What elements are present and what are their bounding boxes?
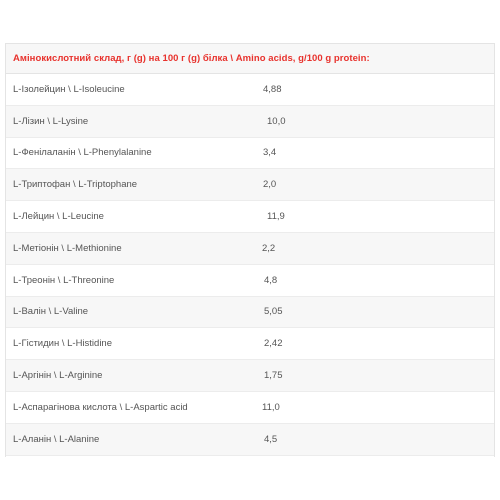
- amino-acid-name: L-Лізин \ L-Lysine: [13, 115, 89, 127]
- amino-acid-name: L-Триптофан \ L-Triptophane: [13, 179, 138, 191]
- amino-acid-value: 2,0: [263, 179, 277, 191]
- table-header: Амінокислотний склад, г (g) на 100 г (g)…: [6, 43, 494, 74]
- amino-acid-name: L-Фенілаланін \ L-Phenylalanine: [13, 147, 152, 159]
- amino-acid-value: 4,5: [264, 433, 278, 445]
- amino-acid-name: L-Аргінін \ L-Arginine: [13, 370, 103, 382]
- table-row: L-Аспарагінова кислота \ L-Aspartic acid…: [6, 392, 494, 424]
- amino-acid-value: 1,75: [264, 370, 283, 382]
- amino-acid-value: 11,9: [267, 211, 285, 223]
- amino-acid-value: 10,0: [267, 115, 286, 127]
- table-row: L-Треонін \ L-Threonine 4,8: [6, 265, 494, 297]
- amino-acid-name: L-Валін \ L-Valine: [13, 306, 89, 318]
- table-row: L-Метіонін \ L-Methionine 2,2: [6, 232, 494, 265]
- amino-acid-name: L-Аланін \ L-Alanine: [13, 433, 100, 445]
- amino-acid-value: 4,88: [263, 83, 282, 95]
- amino-acid-value: 4,8: [264, 274, 278, 286]
- table-row: L-Фенілаланін \ L-Phenylalanine 3,4: [6, 138, 494, 170]
- amino-acid-value: 5,05: [264, 306, 283, 318]
- amino-acid-value: 2,42: [264, 338, 283, 350]
- amino-acid-name: L-Лейцин \ L-Leucine: [13, 211, 104, 223]
- amino-acid-name: L-Гістидин \ L-Histidine: [13, 338, 113, 350]
- amino-acid-value: 11,0: [262, 401, 280, 413]
- amino-acid-value: 2,2: [262, 242, 276, 254]
- amino-acid-name: L-Ізолейцин \ L-Isoleucine: [13, 83, 125, 95]
- amino-acid-table: Амінокислотний склад, г (g) на 100 г (g)…: [5, 43, 495, 457]
- amino-acid-name: L-Аспарагінова кислота \ L-Aspartic acid: [13, 401, 188, 413]
- table-row: L-Гістидин \ L-Histidine 2,42: [6, 328, 494, 361]
- amino-acid-name: L-Метіонін \ L-Methionine: [13, 242, 122, 254]
- table-row: L-Лізин \ L-Lysine 10,0: [6, 105, 494, 138]
- table-row: L-Триптофан \ L-Triptophane 2,0: [6, 169, 494, 202]
- table-header-title: Амінокислотний склад, г (g) на 100 г (g)…: [13, 53, 370, 64]
- table-row: L-Ізолейцин \ L-Isoleucine 4,88: [6, 74, 494, 106]
- table-row: L-Аланін \ L-Alanine 4,5: [6, 423, 494, 456]
- amino-acid-name: L-Треонін \ L-Threonine: [13, 274, 115, 286]
- amino-acid-value: 3,4: [263, 147, 277, 159]
- table-row: L-Валін \ L-Valine 5,05: [6, 296, 494, 329]
- table-row: L-Лейцин \ L-Leucine 11,9: [6, 201, 494, 233]
- table-row: L-Аргінін \ L-Arginine 1,75: [6, 360, 494, 392]
